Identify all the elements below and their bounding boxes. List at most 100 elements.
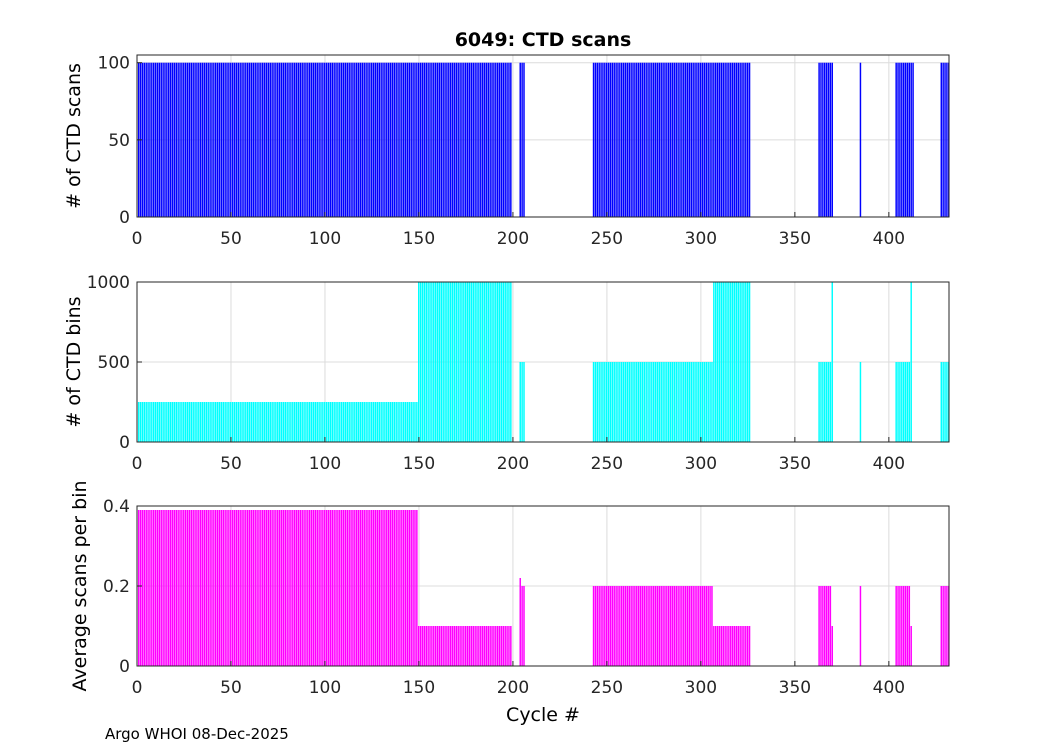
bar-ratio-cycle-102 — [327, 510, 330, 666]
bar-bins-cycle-88 — [301, 402, 303, 442]
bar-scans-cycle-46 — [222, 62, 224, 217]
bar-bins-cycle-52 — [233, 402, 236, 442]
bar-ratio-cycle-267 — [637, 586, 640, 666]
bar-scans-cycle-193 — [498, 62, 501, 217]
bar-ratio-cycle-124 — [369, 510, 371, 666]
bar-scans-cycle-320 — [737, 62, 740, 217]
bar-ratio-cycle-288 — [677, 586, 679, 666]
bar-scans-cycle-300 — [699, 62, 702, 217]
bar-scans-cycle-306 — [711, 62, 713, 217]
bar-bins-cycle-127 — [374, 402, 377, 442]
x-tick-label: 50 — [220, 678, 242, 698]
bar-scans-cycle-408 — [902, 62, 905, 217]
bar-scans-cycle-139 — [397, 62, 399, 217]
bar-scans-cycle-37 — [205, 62, 208, 217]
bar-bins-cycle-364 — [820, 362, 822, 442]
bar-bins-cycle-13 — [160, 402, 162, 442]
bar-scans-cycle-175 — [464, 62, 467, 217]
bar-bins-cycle-64 — [256, 402, 258, 442]
bar-bins-cycle-82 — [290, 402, 292, 442]
bar-ratio-cycle-282 — [666, 586, 668, 666]
x-tick-label: 400 — [873, 678, 905, 698]
x-tick-label: 200 — [497, 454, 529, 474]
bar-scans-cycle-429 — [942, 62, 944, 217]
bar-scans-cycle-167 — [449, 62, 452, 217]
bar-bins-cycle-179 — [472, 282, 474, 442]
bar-ratio-cycle-256 — [617, 586, 619, 666]
bar-ratio-cycle-272 — [647, 586, 649, 666]
bar-scans-cycle-285 — [671, 62, 674, 217]
bar-ratio-cycle-121 — [363, 510, 365, 666]
bar-ratio-cycle-406 — [899, 586, 901, 666]
bar-bins-cycle-309 — [716, 282, 719, 442]
bar-scans-cycle-369 — [829, 62, 832, 217]
bar-scans-cycle-107 — [337, 62, 339, 217]
bar-scans-cycle-158 — [433, 62, 435, 217]
bar-ratio-cycle-155 — [427, 626, 429, 666]
bar-bins-cycle-104 — [331, 402, 334, 442]
bar-ratio-cycle-176 — [466, 626, 469, 666]
bar-ratio-cycle-306 — [711, 586, 713, 666]
bar-scans-cycle-66 — [260, 62, 262, 217]
bar-bins-cycle-267 — [637, 362, 640, 442]
bar-scans-cycle-170 — [455, 62, 458, 217]
bar-scans-cycle-154 — [425, 62, 427, 217]
bar-bins-cycle-147 — [412, 402, 414, 442]
bar-scans-cycle-84 — [293, 62, 296, 217]
bar-ratio-cycle-146 — [410, 510, 412, 666]
bar-bins-cycle-150 — [418, 282, 420, 442]
bar-ratio-cycle-178 — [470, 626, 473, 666]
bar-bins-cycle-167 — [449, 282, 452, 442]
panel-average-scans-per-bin: 0 50 100 150 200 250 300 350 400 0 0.2 0.4 Average s… — [69, 480, 950, 698]
bar-ratio-cycle-1 — [137, 510, 140, 666]
bar-scans-cycle-82 — [290, 62, 292, 217]
bar-bins-cycle-181 — [476, 282, 478, 442]
bar-bins-cycle-20 — [173, 402, 176, 442]
bar-ratio-cycle-166 — [448, 626, 450, 666]
bar-ratio-cycle-315 — [728, 626, 730, 666]
bar-ratio-cycle-45 — [220, 510, 223, 666]
bar-ratio-cycle-260 — [624, 586, 627, 666]
bar-bins-cycle-367 — [825, 362, 828, 442]
bar-scans-cycle-183 — [480, 62, 482, 217]
bar-bins-cycle-26 — [184, 402, 187, 442]
bar-scans-cycle-48 — [226, 62, 228, 217]
bar-ratio-cycle-25 — [183, 510, 185, 666]
bar-scans-cycle-120 — [361, 62, 364, 217]
bar-scans-cycle-152 — [421, 62, 424, 217]
bar-scans-cycle-182 — [478, 62, 480, 217]
bar-bins-cycle-133 — [386, 402, 388, 442]
bar-scans-cycle-296 — [692, 62, 694, 217]
bar-bins-cycle-96 — [316, 402, 318, 442]
bar-bins-cycle-107 — [337, 402, 339, 442]
bar-bins-cycle-412 — [910, 282, 912, 442]
bar-scans-cycle-117 — [355, 62, 358, 217]
bar-scans-cycle-76 — [278, 62, 281, 217]
bar-bins-cycle-71 — [269, 402, 271, 442]
bar-scans-cycle-42 — [215, 62, 217, 217]
bar-ratio-cycle-141 — [401, 510, 403, 666]
y-tick-label: 50 — [108, 131, 130, 151]
bar-scans-cycle-78 — [282, 62, 285, 217]
bar-ratio-cycle-97 — [318, 510, 320, 666]
bar-ratio-cycle-75 — [277, 510, 279, 666]
x-tick-label: 100 — [309, 454, 341, 474]
bar-scans-cycle-283 — [667, 62, 670, 217]
bar-scans-cycle-279 — [660, 62, 662, 217]
bar-bins-cycle-158 — [433, 282, 435, 442]
bar-bins-cycle-194 — [500, 282, 503, 442]
bar-ratio-cycle-308 — [714, 626, 717, 666]
bar-bins-cycle-43 — [216, 402, 219, 442]
bar-ratio-cycle-80 — [286, 510, 288, 666]
bar-bins-cycle-21 — [175, 402, 177, 442]
bar-ratio-cycle-257 — [619, 586, 621, 666]
bar-ratio-cycle-60 — [248, 510, 251, 666]
bar-bins-cycle-182 — [478, 282, 480, 442]
bar-bins-cycle-313 — [724, 282, 726, 442]
bar-scans-cycle-12 — [158, 62, 161, 217]
bar-scans-cycle-282 — [666, 62, 668, 217]
bar-bins-cycle-368 — [827, 362, 830, 442]
bar-scans-cycle-295 — [690, 62, 693, 217]
bar-ratio-cycle-51 — [231, 510, 234, 666]
bar-scans-cycle-4 — [143, 62, 146, 217]
